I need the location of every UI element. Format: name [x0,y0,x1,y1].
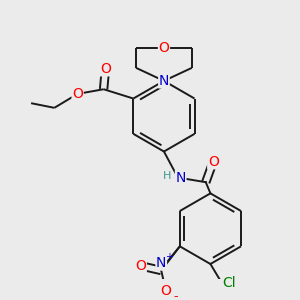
Text: N: N [156,256,166,270]
Text: -: - [173,290,177,300]
Text: O: O [208,155,219,169]
Text: N: N [159,74,169,88]
Text: O: O [100,62,111,76]
Text: O: O [135,259,146,273]
Text: +: + [165,253,173,262]
Text: N: N [176,170,186,184]
Text: H: H [163,171,171,181]
Text: O: O [160,284,171,298]
Text: O: O [158,41,169,55]
Text: O: O [72,87,83,101]
Text: Cl: Cl [222,276,236,289]
